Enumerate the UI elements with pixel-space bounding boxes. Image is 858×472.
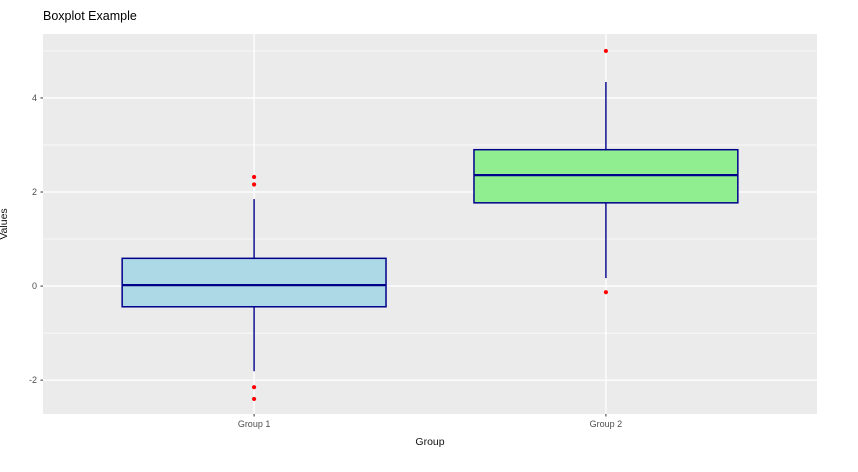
- x-axis-title: Group: [415, 436, 445, 448]
- group-2-outlier-2: [603, 290, 609, 295]
- y-tick-label-0: 0: [32, 281, 37, 291]
- group-1-box: [121, 257, 387, 308]
- group-1-outlier-3: [251, 385, 257, 390]
- group-2-outlier-1: [603, 48, 609, 54]
- y-tick-label--2: -2: [29, 375, 37, 385]
- y-tick-label-2: 2: [32, 187, 37, 197]
- chart-title: Boxplot Example: [43, 9, 137, 23]
- x-tick-label-1: Group 1: [238, 419, 271, 429]
- group-1-outlier-1: [251, 174, 257, 180]
- x-tick-label-2: Group 2: [590, 419, 623, 429]
- y-tick-label-4: 4: [32, 93, 37, 103]
- group-2-box: [473, 148, 739, 204]
- panel-background: [43, 34, 817, 414]
- group-1-outlier-4: [251, 396, 257, 402]
- group-1-outlier-2: [251, 182, 257, 187]
